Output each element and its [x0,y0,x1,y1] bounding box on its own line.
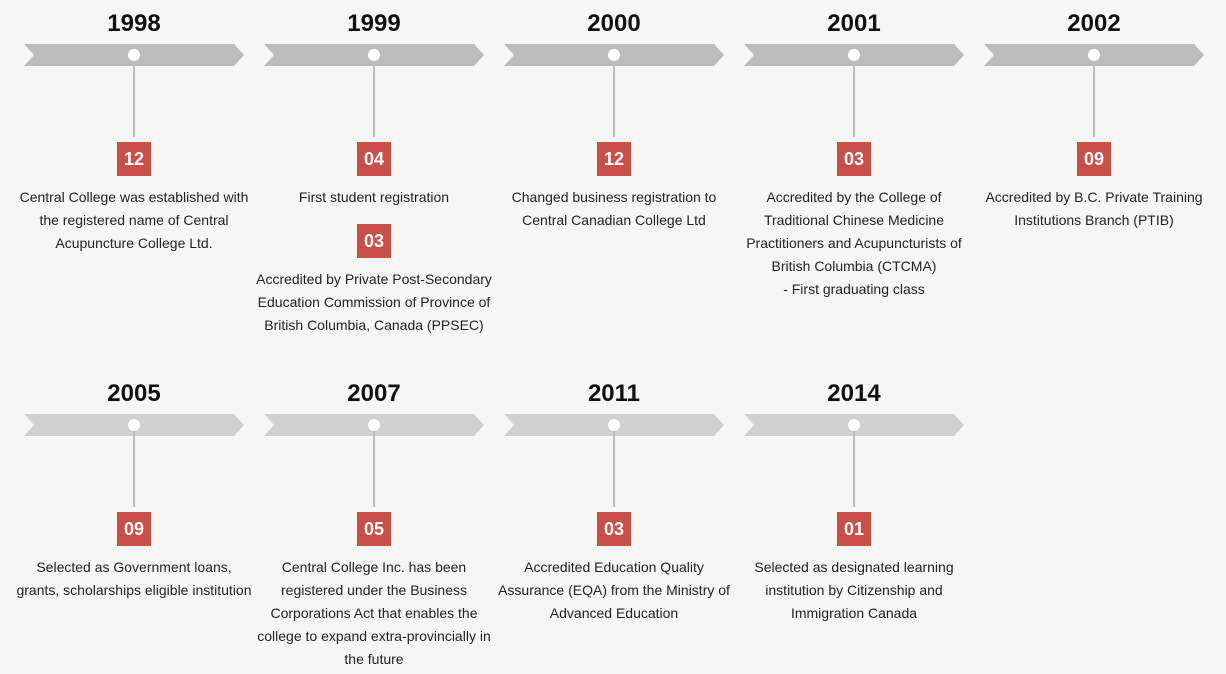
year-label: 2002 [1067,10,1121,37]
month-badge: 03 [837,142,871,176]
month-badge: 04 [357,142,391,176]
year-label: 2000 [587,10,641,37]
timeline-dot [608,419,620,431]
month-badge: 09 [117,512,151,546]
event-description: Selected as designated learning institut… [754,559,954,621]
month-badge: 03 [597,512,631,546]
year-label: 1998 [107,10,161,37]
timeline-dot [608,49,620,61]
event-description: Accredited by the College of Traditional… [746,189,962,274]
timeline-stem [613,61,615,137]
timeline-stem [133,61,135,137]
month-badge: 01 [837,512,871,546]
timeline-dot [368,419,380,431]
timeline-dot [1088,49,1100,61]
event-description: Accredited by Private Post-Secondary Edu… [256,271,492,333]
event-description: Selected as Government loans, grants, sc… [16,559,252,598]
event-description: Accredited by B.C. Private Training Inst… [985,189,1203,228]
timeline-stem [613,431,615,507]
month-badge: 05 [357,512,391,546]
year-label: 2005 [107,380,161,407]
event-description: Changed business registration to Central… [511,189,717,228]
month-badge: 12 [117,142,151,176]
timeline-stem [133,431,135,507]
year-label: 1999 [347,10,401,37]
timeline-dot [848,419,860,431]
month-badge: 12 [597,142,631,176]
month-badge: 03 [357,224,391,258]
timeline-dot [128,49,140,61]
month-badge: 09 [1077,142,1111,176]
timeline-stem [373,431,375,507]
timeline-dot [128,419,140,431]
event-description: Accredited Education Quality Assurance (… [498,559,730,621]
timeline-stem [1093,61,1095,137]
event-description: Central College was established with the… [19,189,249,251]
timeline-dot [848,49,860,61]
timeline-stem [853,61,855,137]
year-label: 2011 [587,380,641,407]
year-label: 2001 [827,10,881,37]
event-description: First student registration [298,189,450,205]
year-label: 2007 [347,380,401,407]
event-description-extra: - First graduating class [783,281,925,297]
event-description: Central College Inc. has been registered… [257,559,491,667]
year-label: 2014 [827,380,881,407]
timeline-stem [853,431,855,507]
timeline-dot [368,49,380,61]
timeline-stem [373,61,375,137]
